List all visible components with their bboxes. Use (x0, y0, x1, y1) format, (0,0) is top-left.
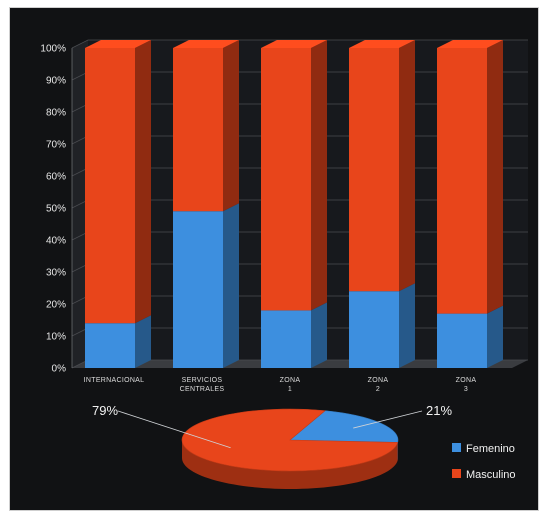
y-tick-label: 10% (46, 332, 66, 343)
x-tick-label: ZONA 1 (280, 377, 301, 393)
y-tick-label: 20% (46, 300, 66, 311)
stacked-bar-chart: 0% 10% 20% 30% 40% 50% 60% 70% 80% 90% 100% INTERNA… (40, 39, 528, 393)
y-tick-label: 100% (40, 44, 66, 55)
x-tick-label: SERVICIOS CENTRALES (180, 377, 225, 393)
y-tick-label: 30% (46, 268, 66, 279)
legend-label: Femenino (466, 443, 515, 455)
bar-segment (349, 40, 415, 292)
x-tick-label: ZONA 2 (368, 377, 389, 393)
pie-leader-line (353, 410, 423, 429)
y-tick-label: 70% (46, 140, 66, 151)
bar-segment (85, 315, 151, 368)
y-tick-label: 40% (46, 236, 66, 247)
bar-segment (261, 40, 327, 311)
y-tick-label: 90% (46, 76, 66, 87)
bar-segment (85, 40, 151, 324)
bar-segment (261, 302, 327, 368)
bar-segment (173, 40, 239, 212)
y-tick-label: 60% (46, 172, 66, 183)
bar-segment (349, 283, 415, 368)
pie-slice (289, 410, 399, 443)
pie-data-label: 21% (426, 403, 452, 418)
x-tick-label: ZONA 3 (456, 377, 477, 393)
y-tick-label: 50% (46, 204, 66, 215)
chart-frame: 0% 10% 20% 30% 40% 50% 60% 70% 80% 90% 100% INTERNA… (10, 8, 538, 510)
pie-data-label: 79% (92, 403, 118, 418)
bar-segment (437, 305, 503, 368)
y-tick-label: 0% (52, 364, 67, 375)
pie-leader-line (117, 410, 231, 449)
legend-swatch (452, 443, 461, 452)
legend-label: Masculino (466, 469, 516, 481)
bar-segment (173, 203, 239, 368)
legend-swatch (452, 469, 461, 478)
bar-segment (437, 40, 503, 314)
y-tick-label: 80% (46, 108, 66, 119)
pie-slice-side (182, 440, 398, 489)
x-tick-label: INTERNACIONAL (84, 377, 145, 384)
pie-slice (181, 408, 399, 472)
pie-chart: 21% 79% Femenino Masculino (92, 403, 516, 489)
